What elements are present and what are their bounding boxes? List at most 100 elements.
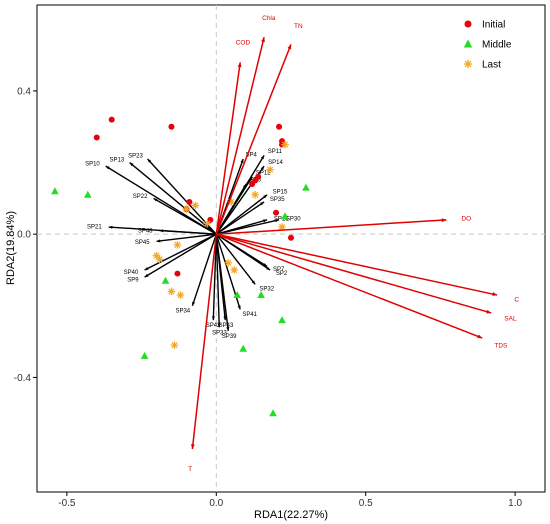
species-vector-sp4-head (240, 158, 244, 163)
species-vector-sp14-head (260, 166, 265, 171)
env-label-chla: Chla (262, 15, 276, 22)
species-vector-sp42 (212, 234, 217, 321)
species-vector-sp45-head (156, 239, 161, 243)
point-middle (257, 291, 265, 299)
species-vector-sp22 (153, 197, 217, 235)
species-vector-sp40 (144, 233, 217, 271)
species-label-sp21: SP21 (87, 225, 102, 231)
species-vector-sp12-head (248, 176, 253, 181)
species-vector-sp9-head (144, 273, 149, 278)
species-vector-sp43 (215, 234, 226, 321)
species-label-sp43: SP43 (219, 323, 234, 329)
species-label-sp35: SP35 (270, 197, 285, 203)
species-vector-sp48 (159, 229, 217, 235)
legend-label-last: Last (482, 60, 501, 71)
env-vector-c (216, 233, 498, 296)
env-label-tn: TN (294, 23, 303, 30)
species-vector-sp13-head (129, 162, 134, 167)
species-vector-sp39-head (226, 327, 230, 331)
species-label-sp41: SP41 (242, 312, 257, 318)
point-initial (288, 234, 294, 241)
species-vector-sp15-head (263, 194, 268, 199)
species-vector-sp32 (215, 233, 256, 285)
env-vector-chla-head (261, 37, 265, 43)
point-middle (239, 344, 247, 352)
point-last (266, 165, 274, 174)
environmental-vectors: Chla TN COD DO C SAL TDS T (188, 15, 519, 473)
species-label-sp9: SP9 (127, 278, 139, 284)
point-last-stroke (225, 259, 232, 266)
point-last (203, 219, 212, 228)
point-last-stroke (183, 205, 190, 213)
species-vector-sp3 (215, 183, 247, 235)
plot-panel (36, 4, 546, 493)
point-last-stroke (156, 256, 163, 263)
x-tick-label: 0.0 (209, 498, 223, 509)
env-vector-c-head (492, 292, 498, 296)
species-label-sp32: SP32 (259, 286, 274, 292)
point-last-stroke (174, 241, 181, 249)
species-vector-sp23-head (147, 158, 152, 163)
species-label-sp40: SP40 (124, 270, 139, 276)
point-last (173, 241, 182, 249)
env-vector-sal (216, 233, 492, 314)
species-vector-sp3-head (242, 184, 247, 189)
legend-marker-initial (464, 20, 472, 28)
species-vector-sp7 (215, 233, 268, 267)
point-initial (168, 123, 175, 130)
species-vector-sp21-head (108, 225, 113, 229)
legend-label-middle: Middle (482, 40, 512, 51)
point-last (230, 266, 239, 274)
species-vector-sp33-head (217, 323, 221, 328)
env-label-c: C (514, 296, 519, 303)
species-label-sp14: SP14 (268, 160, 283, 166)
point-initial (93, 134, 100, 141)
point-initial (186, 198, 193, 205)
species-label-sp34: SP34 (175, 309, 190, 315)
species-label-sp22: SP22 (133, 194, 148, 200)
env-vector-tn (215, 44, 292, 235)
env-label-do: DO (461, 216, 471, 223)
point-last-stroke (231, 266, 238, 274)
env-vector-do (216, 219, 447, 235)
species-vector-sp2-head (266, 266, 271, 270)
x-tick-label: 1.0 (508, 498, 522, 509)
species-vector-sp13 (129, 162, 217, 235)
species-vector-sp15 (215, 194, 268, 235)
env-vector-cod (215, 62, 241, 235)
point-middle (269, 409, 277, 417)
y-tick-label: 0.4 (17, 86, 31, 97)
species-vector-sp35-head (260, 201, 265, 206)
x-tick-label: 0.5 (359, 498, 373, 509)
species-label-sp7: SP7 (273, 267, 285, 273)
species-label-sp11: SP11 (268, 149, 283, 155)
x-axis-label: RDA1(22.27%) (254, 509, 328, 521)
species-label-sp10: SP10 (85, 162, 100, 168)
point-middle (84, 190, 92, 198)
env-vector-tn-head (287, 44, 292, 50)
env-label-t: T (188, 466, 192, 473)
point-last-stroke (192, 202, 199, 209)
y-tick-label: 0.0 (17, 230, 31, 241)
species-label-sp4: SP4 (246, 152, 258, 158)
species-vector-sp10-head (105, 166, 110, 170)
species-vector-sp16-head (263, 219, 268, 223)
point-last (281, 140, 289, 149)
species-label-sp2: SP2 (276, 271, 288, 277)
point-last-stroke (252, 191, 259, 198)
point-last-stroke (153, 252, 160, 259)
species-vector-sp11-head (260, 155, 265, 160)
legend-marker-last-stroke (464, 60, 472, 68)
point-last-stroke (204, 220, 211, 227)
species-vector-sp40-head (144, 266, 149, 270)
env-label-sal: SAL (504, 315, 517, 322)
species-vector-sp42-head (211, 316, 215, 321)
species-label-sp39: SP39 (222, 334, 237, 340)
env-vector-cod-head (237, 62, 242, 68)
point-middle (233, 291, 242, 299)
species-vector-sp30-head (275, 219, 280, 223)
species-vector-sp7-head (263, 263, 268, 267)
point-last (152, 251, 161, 260)
species-vector-sp34 (191, 233, 217, 307)
